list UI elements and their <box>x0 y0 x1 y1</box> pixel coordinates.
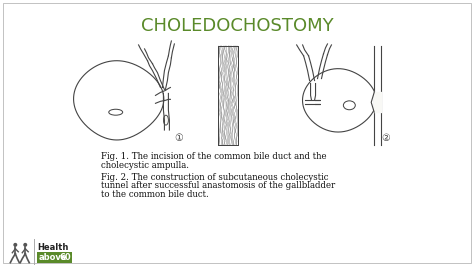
Text: to the common bile duct.: to the common bile duct. <box>101 190 209 200</box>
Text: Fig. 2. The construction of subcutaneous cholecystic: Fig. 2. The construction of subcutaneous… <box>101 173 328 182</box>
Text: ①: ① <box>174 133 182 143</box>
Text: CHOLEDOCHOSTOMY: CHOLEDOCHOSTOMY <box>141 17 333 35</box>
Text: above: above <box>38 253 67 262</box>
Ellipse shape <box>164 115 168 125</box>
Ellipse shape <box>23 243 27 247</box>
Text: Health: Health <box>37 243 69 252</box>
Text: tunnel after successful anastomosis of the gallbladder: tunnel after successful anastomosis of t… <box>101 181 335 190</box>
Text: Fig. 1. The incision of the common bile duct and the: Fig. 1. The incision of the common bile … <box>101 152 327 161</box>
FancyBboxPatch shape <box>37 252 72 263</box>
Text: cholecystic ampulla.: cholecystic ampulla. <box>101 161 189 170</box>
Text: 60: 60 <box>59 253 71 262</box>
Ellipse shape <box>13 243 17 247</box>
Text: ②: ② <box>382 133 391 143</box>
